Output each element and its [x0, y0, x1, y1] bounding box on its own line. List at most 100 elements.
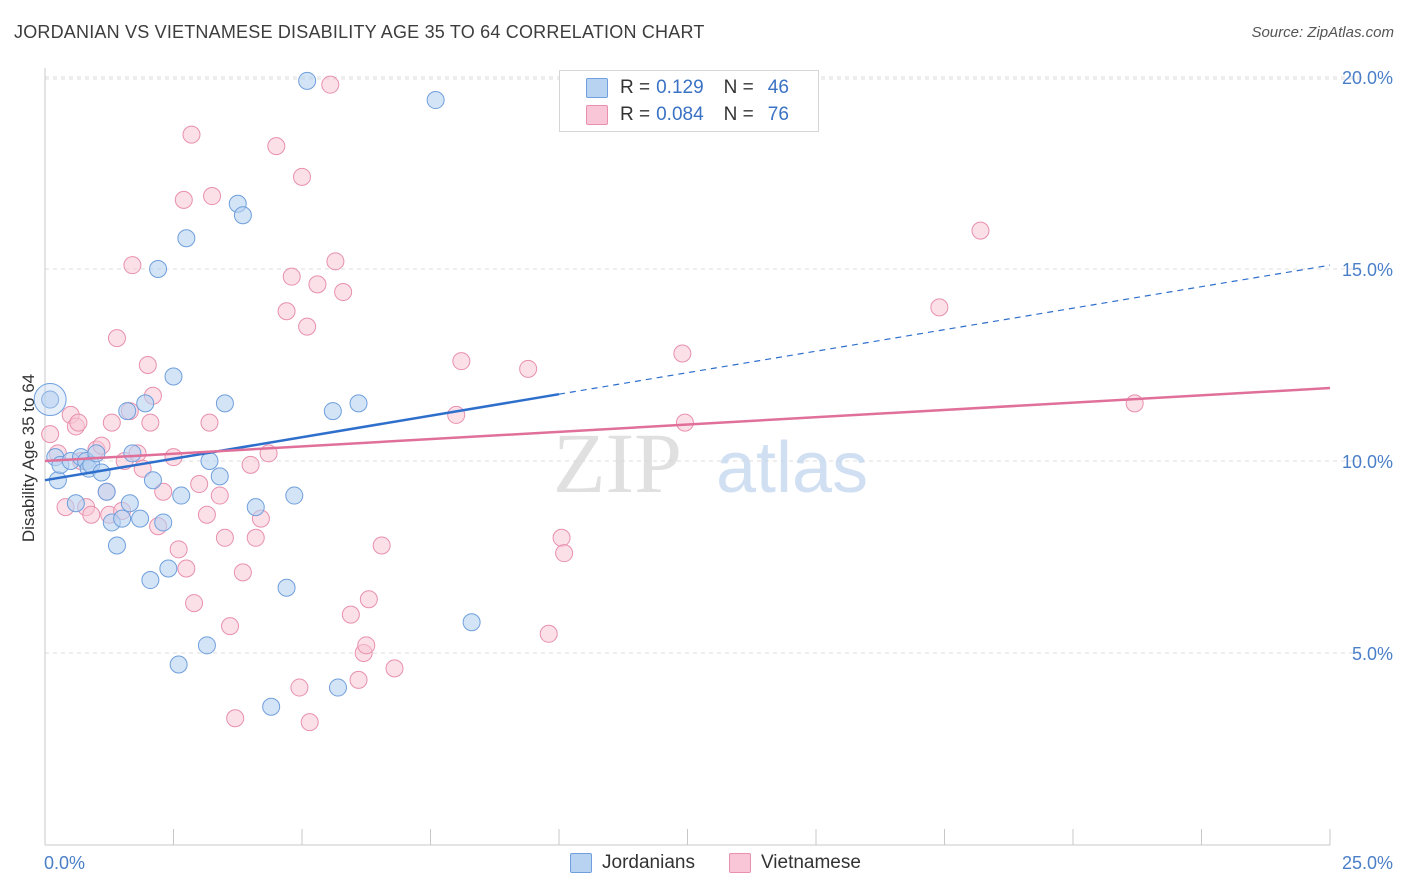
n-label: N = [723, 77, 754, 98]
jordanian-point [246, 498, 265, 517]
source-label: Source: ZipAtlas.com [1251, 24, 1394, 41]
jordanian-point [323, 402, 342, 421]
vietnamese-point [930, 298, 949, 317]
chart-title: JORDANIAN VS VIETNAMESE DISABILITY AGE 3… [14, 22, 705, 42]
vietnamese-point [177, 559, 196, 578]
vietnamese-point [141, 413, 160, 432]
jordanian-point [349, 394, 368, 413]
jordanian-point [143, 471, 162, 490]
n-value: 46 [767, 77, 789, 98]
axes [44, 68, 1331, 846]
n-label: N = [723, 104, 754, 125]
vietnamese-point [308, 275, 327, 294]
legend-label-jordanians: Jordanians [602, 852, 695, 873]
vietnamese-point [349, 670, 368, 689]
vietnamese-point [169, 540, 188, 559]
r-label: R = [620, 77, 651, 98]
vietnamese-point [341, 605, 360, 624]
jordanian-point [200, 452, 219, 470]
jordanian-point [462, 613, 481, 632]
vietnamese-point [447, 405, 466, 424]
vietnamese-point [357, 636, 376, 655]
vietnamese-point [321, 75, 340, 94]
jordanian-point [97, 482, 116, 501]
jordanian-point [197, 636, 216, 655]
jordanian-point [277, 578, 296, 597]
vietnamese-point [41, 425, 60, 444]
legend-row-jordanians: R = 0.129 N = 46 [586, 76, 789, 100]
vietnamese-point [277, 302, 296, 321]
y-tick-label: 10.0% [1342, 452, 1393, 472]
vietnamese-point [555, 544, 574, 563]
vietnamese-point [241, 455, 260, 474]
vietnamese-point [107, 329, 126, 348]
vietnamese-point [267, 137, 286, 156]
jordanian-point [41, 390, 60, 409]
trend-lines [44, 264, 1331, 482]
jordanian-point [169, 655, 188, 674]
vietnamese-point [372, 536, 391, 555]
vietnamese-trend-line [44, 386, 1331, 463]
vietnamese-point [519, 359, 538, 378]
vietnamese-point [385, 659, 404, 678]
vietnamese-point [123, 256, 142, 275]
vietnamese-point [210, 486, 229, 505]
jordanian-points [33, 71, 481, 716]
jordanian-point [141, 571, 160, 590]
vietnamese-point [452, 352, 471, 371]
vietnamese-point [200, 413, 219, 432]
jordanian-trend-extension [558, 264, 1331, 395]
vietnamese-point [246, 528, 265, 547]
jordanian-point [285, 486, 304, 505]
legend-item-vietnamese[interactable]: Vietnamese [728, 852, 861, 874]
vietnamese-point [233, 563, 252, 582]
jordanian-point [328, 678, 347, 697]
vietnamese-swatch [728, 853, 751, 873]
jordanian-point [172, 486, 191, 505]
vietnamese-point [182, 125, 201, 144]
jordanian-point [136, 394, 155, 413]
jordanian-point [118, 402, 137, 421]
vietnamese-point [226, 709, 245, 728]
legend-item-jordanians[interactable]: Jordanians [570, 852, 695, 874]
jordanian-point [210, 467, 229, 486]
y-tick-labels: 5.0% 10.0% 15.0% 20.0% [1342, 68, 1393, 664]
x-tick-min: 0.0% [44, 853, 85, 873]
jordanian-point [131, 509, 150, 528]
jordanian-point [262, 697, 281, 716]
y-tick-label: 20.0% [1342, 68, 1393, 88]
jordanian-swatch [570, 853, 592, 873]
vietnamese-swatch [586, 105, 608, 125]
correlation-legend: R = 0.129 N = 46 R = 0.084 N = 76 [559, 70, 819, 132]
r-value: 0.129 [656, 77, 704, 98]
vietnamese-point [326, 252, 345, 271]
x-tick-max: 25.0% [1342, 853, 1393, 873]
jordanian-point [164, 367, 183, 386]
legend-row-vietnamese: R = 0.084 N = 76 [586, 103, 789, 127]
vietnamese-point [215, 528, 234, 547]
jordanian-point [233, 206, 252, 225]
jordanian-point [120, 494, 139, 513]
vietnamese-point [174, 190, 193, 209]
vietnamese-point [221, 617, 240, 636]
vietnamese-points [41, 75, 1144, 732]
n-value: 76 [767, 104, 789, 125]
vietnamese-point [190, 475, 209, 494]
vietnamese-point [138, 356, 157, 374]
vietnamese-point [300, 713, 319, 732]
vietnamese-point [334, 283, 353, 302]
vietnamese-point [552, 528, 571, 547]
y-axis-label: Disability Age 35 to 64 [19, 374, 38, 542]
vietnamese-point [1125, 394, 1144, 413]
jordanian-point [215, 394, 234, 413]
vietnamese-point [675, 413, 694, 432]
vietnamese-point [197, 505, 216, 524]
vietnamese-point [154, 482, 173, 501]
jordanian-trend-line [44, 392, 560, 482]
jordanian-point [66, 494, 85, 513]
legend-label-vietnamese: Vietnamese [760, 852, 861, 873]
jordanian-point-large [33, 383, 67, 417]
jordanian-point [123, 444, 142, 463]
jordanian-point [154, 513, 173, 532]
